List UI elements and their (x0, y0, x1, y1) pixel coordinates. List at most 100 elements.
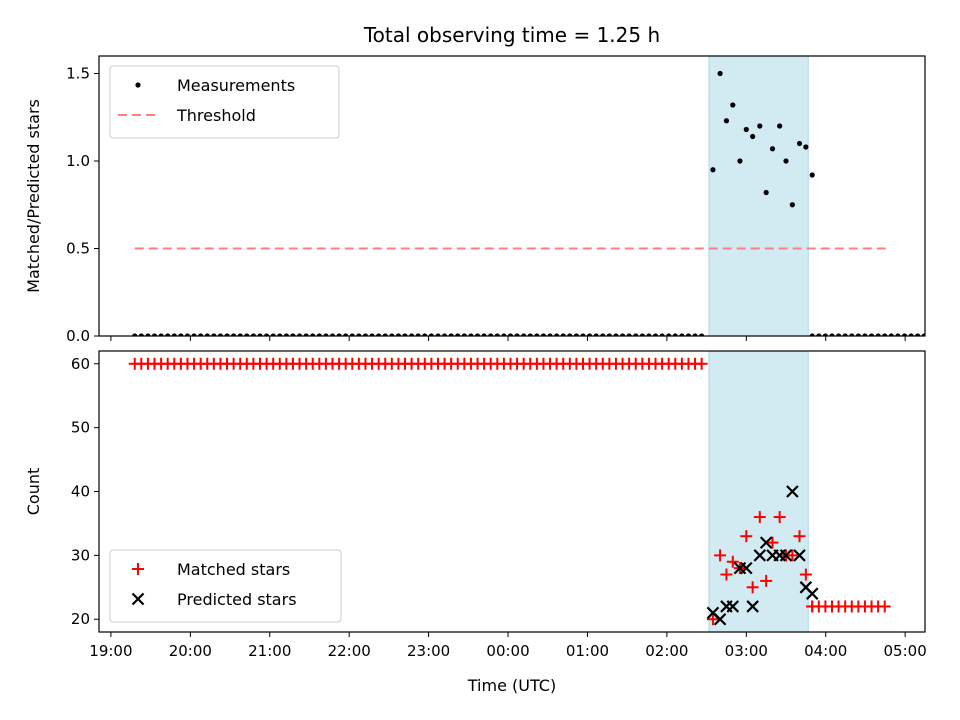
matched-stars-point (786, 549, 799, 562)
measurements-point (573, 333, 580, 336)
measurements-point (151, 333, 158, 336)
measurements-point (441, 333, 448, 336)
measurements-point (422, 333, 428, 336)
measurements-point (448, 333, 454, 336)
measurements-point (855, 333, 861, 336)
x-tick-label: 21:00 (248, 642, 291, 660)
x-tick-label: 00:00 (486, 642, 529, 660)
measurements-point (415, 333, 421, 336)
measurements-point (619, 333, 626, 336)
measurements-point (178, 333, 184, 336)
measurements-point (908, 333, 914, 336)
measurements-point (842, 333, 848, 336)
measurements-point (461, 333, 467, 336)
y-axis-label: Matched/Predicted stars (24, 99, 43, 293)
measurements-point (336, 333, 342, 336)
x-tick-label: 20:00 (169, 642, 212, 660)
measurements-point (211, 333, 217, 336)
measurements-point (606, 333, 612, 336)
measurements-point (184, 333, 191, 336)
legend-label: Predicted stars (177, 590, 297, 609)
measurements-point (783, 158, 789, 164)
measurements-point (224, 333, 230, 336)
measurements-point (769, 146, 776, 152)
measurements-point (507, 333, 514, 336)
measurements-point (862, 333, 868, 336)
legend-box (109, 65, 340, 139)
panel-count: 20 30 40 50 60 19:00 20:00 21:00 22:00 23:00 00:00… (24, 350, 927, 660)
legend-box (109, 549, 342, 623)
measurements-point (316, 333, 322, 336)
measurements-point (921, 333, 925, 336)
measurements-point (554, 333, 560, 336)
measurements-point (468, 333, 474, 336)
measurements-point (501, 333, 507, 336)
measurements-point (809, 172, 815, 178)
measurements-point (796, 140, 803, 147)
y-tick-label: 60 (71, 355, 90, 373)
x-tick-label: 04:00 (804, 642, 847, 660)
legend-dot-swatch (135, 82, 141, 88)
measurements-point (191, 333, 197, 336)
legend-label: Threshold (176, 106, 256, 125)
measurements-point (349, 333, 355, 336)
measurements-point (204, 333, 210, 336)
measurements-point (882, 333, 888, 336)
measurements-point (481, 333, 487, 336)
measurements-point (534, 333, 540, 336)
matched-stars-point (726, 555, 739, 568)
predicted-stars-point (746, 600, 759, 613)
measurements-point (474, 333, 481, 336)
y-tick-label: 30 (71, 546, 90, 564)
measurements-point (244, 333, 250, 336)
measurements-point (290, 333, 296, 336)
measurements-point (343, 333, 349, 336)
measurements-point (600, 333, 606, 336)
y-tick-label: 50 (71, 419, 90, 437)
measurements-point (263, 333, 270, 336)
measurements-point (816, 333, 822, 336)
measurements-point (646, 333, 652, 336)
measurements-point (757, 123, 763, 129)
measurements-point (633, 333, 639, 336)
predicted-stars-point (726, 600, 740, 613)
plot-area (132, 56, 940, 338)
measurements-point (257, 333, 263, 336)
measurements-point (723, 118, 730, 124)
measurements-point (659, 333, 665, 336)
matched-stars-point (799, 568, 812, 581)
x-tick-label: 01:00 (566, 642, 609, 660)
measurements-point (672, 333, 678, 336)
measurements-point (580, 333, 586, 336)
measurements-point (901, 333, 908, 336)
matched-stars-point (746, 581, 759, 594)
measurements-point (277, 333, 283, 336)
axes-frame (98, 55, 926, 337)
measurements-point (935, 333, 940, 338)
x-tick-label: 23:00 (407, 642, 450, 660)
measurements-point (395, 333, 402, 336)
matched-stars-point (878, 600, 891, 613)
measurements-point (362, 333, 369, 336)
measurements-point (138, 333, 144, 336)
x-tick-label: 05:00 (884, 642, 927, 660)
measurements-point (540, 333, 547, 336)
x-tick-label: 03:00 (725, 642, 768, 660)
measurements-point (310, 333, 316, 336)
measurements-point (685, 333, 692, 336)
measurements-point (679, 333, 685, 336)
measurements-point (835, 333, 842, 336)
y-tick-label: 0.5 (66, 240, 90, 258)
x-tick-label: 22:00 (328, 642, 371, 660)
predicted-stars-point (759, 536, 773, 549)
measurements-point (521, 333, 527, 336)
measurements-point (750, 133, 756, 140)
matched-stars-point (695, 357, 708, 370)
measurements-point (198, 333, 204, 336)
measurements-point (743, 126, 749, 133)
measurements-point (809, 333, 815, 336)
measurements-point (547, 333, 553, 336)
matched-stars-point (766, 536, 779, 549)
predicted-stars-point (713, 612, 727, 626)
measurements-point (849, 333, 855, 336)
